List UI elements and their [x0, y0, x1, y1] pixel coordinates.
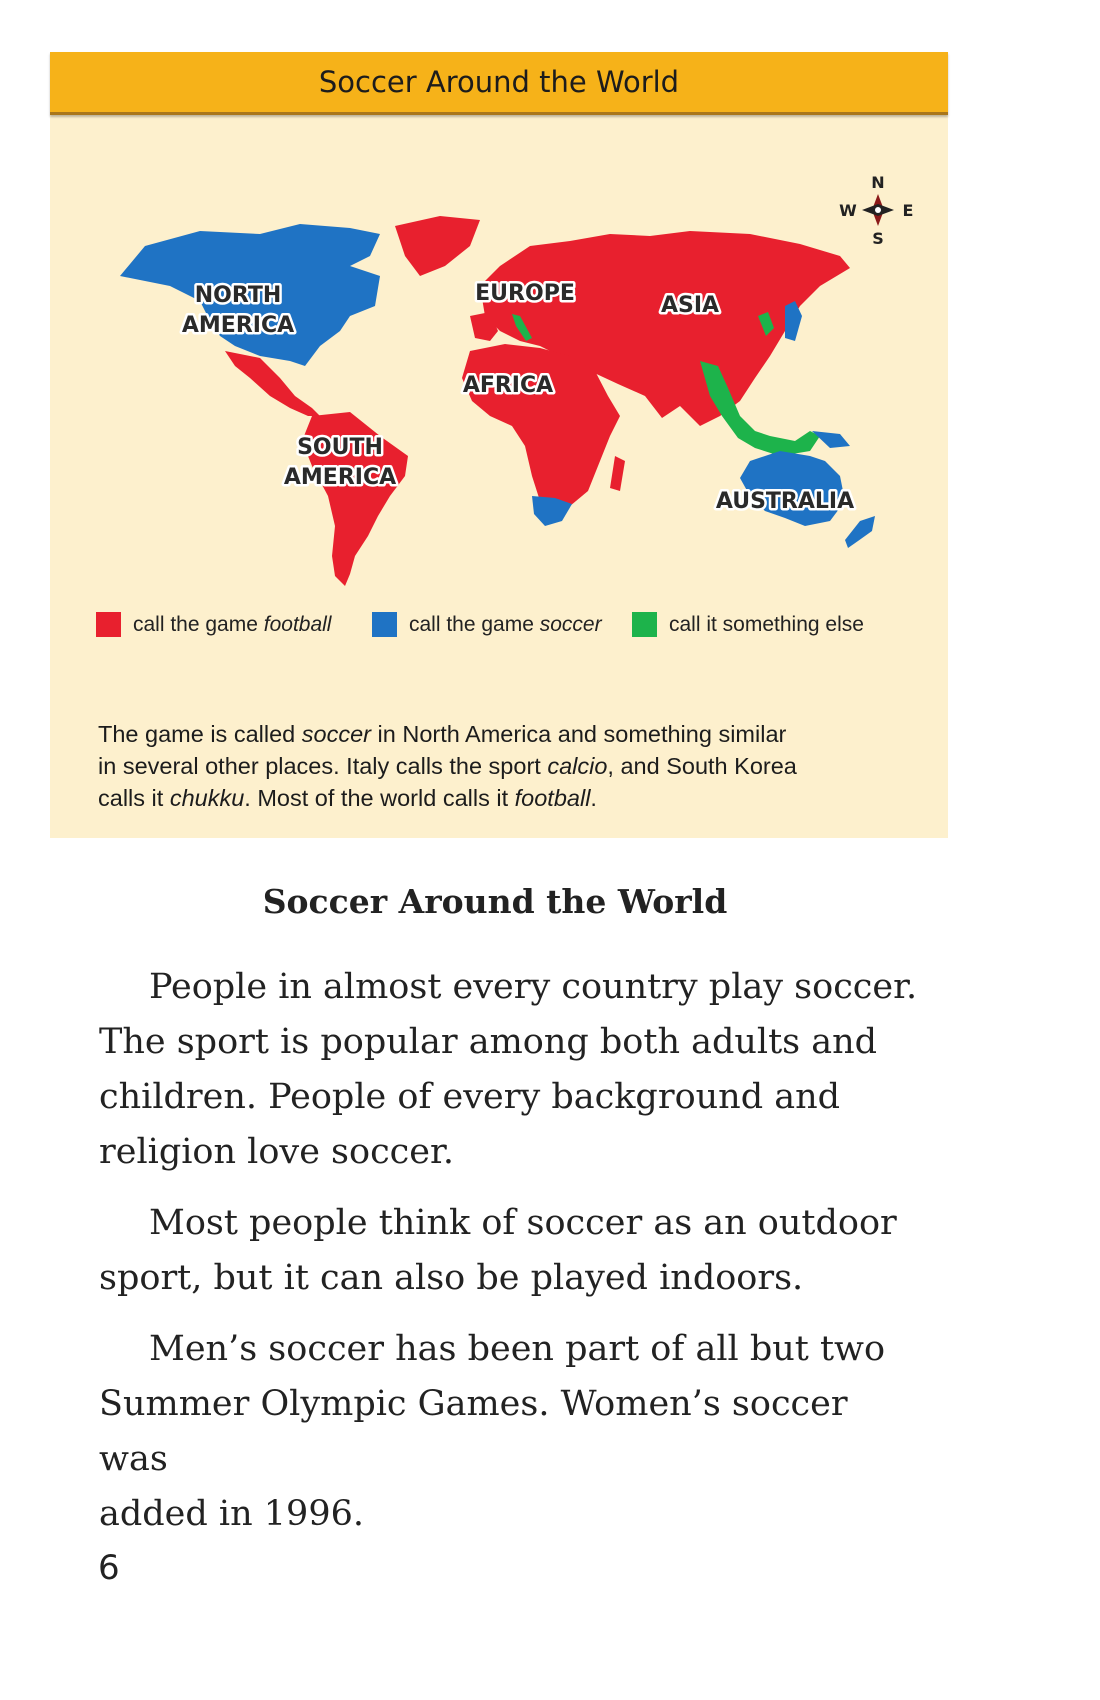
south-africa-landmass [532, 496, 572, 526]
paragraph-line: People in almost every country play socc… [149, 967, 918, 1007]
compass-north: N [871, 173, 884, 192]
paragraph-line: Summer Olympic Games. Women’s soccer was [99, 1384, 848, 1479]
australia-label: AUSTRALIA [716, 489, 854, 514]
paragraph-line: sport, but it can also be played indoors… [99, 1258, 804, 1298]
body-paragraph: People in almost every country play socc… [99, 960, 919, 1180]
western-europe-landmass [470, 312, 498, 341]
caption-text: , and South Korea [607, 753, 797, 779]
body-paragraph: Men’s soccer has been part of all but tw… [99, 1322, 919, 1542]
korea-landmass [758, 312, 774, 336]
paragraph-line: The sport is popular among both adults a… [99, 1022, 878, 1062]
north-america-landmass [120, 224, 380, 366]
legend-prefix: call it something else [669, 612, 864, 636]
body-paragraph: Most people think of soccer as an outdoo… [99, 1196, 919, 1306]
south-america-label-line2: AMERICA [284, 465, 396, 490]
map-caption: The game is called soccer in North Ameri… [98, 718, 898, 814]
paragraph-line: Men’s soccer has been part of all but tw… [149, 1329, 886, 1369]
greenland-landmass [395, 216, 480, 276]
africa-label: AFRICA [463, 373, 553, 398]
central-america-landmass [225, 351, 320, 416]
north-america-label-line2: AMERICA [182, 313, 294, 338]
legend-item-other: call it something else [632, 612, 864, 637]
caption-text: calls it [98, 785, 170, 811]
compass-east: E [903, 201, 914, 220]
soccer-swatch [372, 612, 397, 637]
caption-text: The game is called [98, 721, 302, 747]
madagascar-landmass [610, 456, 625, 491]
football-swatch [96, 612, 121, 637]
paragraph-line: added in 1996. [99, 1494, 364, 1534]
caption-text: in North America and something similar [371, 721, 787, 747]
europe-label: EUROPE [475, 281, 575, 306]
legend-term: football [263, 612, 332, 636]
paragraph-line: Most people think of soccer as an outdoo… [149, 1203, 897, 1243]
map-panel: Soccer Around the World [50, 52, 948, 838]
new-guinea-landmass [812, 431, 850, 448]
caption-italic: calcio [547, 753, 608, 779]
north-america-label-line1: NORTH [195, 283, 282, 308]
australia-landmass [740, 451, 845, 526]
page-number: 6 [98, 1548, 120, 1588]
south-america-label-line1: SOUTH [297, 435, 383, 460]
legend-term: soccer [539, 612, 602, 636]
italy-landmass [512, 314, 532, 341]
world-map: NORTH AMERICA EUROPE ASIA AFRICA SOUTH A… [120, 173, 913, 586]
legend-prefix: call the game [409, 612, 540, 636]
other-swatch [632, 612, 657, 637]
caption-text: . [590, 785, 597, 811]
legend-prefix: call the game [133, 612, 264, 636]
caption-italic: soccer [301, 721, 371, 747]
caption-text: . Most of the world calls it [244, 785, 515, 811]
map-title-bar: Soccer Around the World [50, 52, 948, 115]
southeast-asia-landmass [700, 361, 820, 456]
legend-item-football: call the game football [96, 612, 331, 637]
south-america-landmass [302, 412, 408, 586]
compass-west: W [839, 201, 857, 220]
map-legend: call the game football call the game soc… [50, 612, 948, 652]
caption-italic: chukku [169, 785, 245, 811]
paragraph-line: religion love soccer. [99, 1132, 455, 1172]
legend-item-soccer: call the game soccer [372, 612, 602, 637]
eurasia-landmass [480, 231, 850, 426]
compass-rose-icon: N S W E [839, 173, 913, 248]
compass-south: S [872, 229, 884, 248]
africa-landmass [462, 344, 620, 511]
paragraph-line: children. People of every background and [99, 1077, 841, 1117]
new-zealand-landmass [845, 516, 875, 548]
asia-label: ASIA [661, 293, 719, 318]
map-title: Soccer Around the World [318, 65, 680, 99]
japan-landmass [785, 301, 802, 341]
article-title: Soccer Around the World [262, 882, 728, 921]
caption-text: in several other places. Italy calls the… [98, 753, 548, 779]
caption-italic: football [514, 785, 591, 811]
